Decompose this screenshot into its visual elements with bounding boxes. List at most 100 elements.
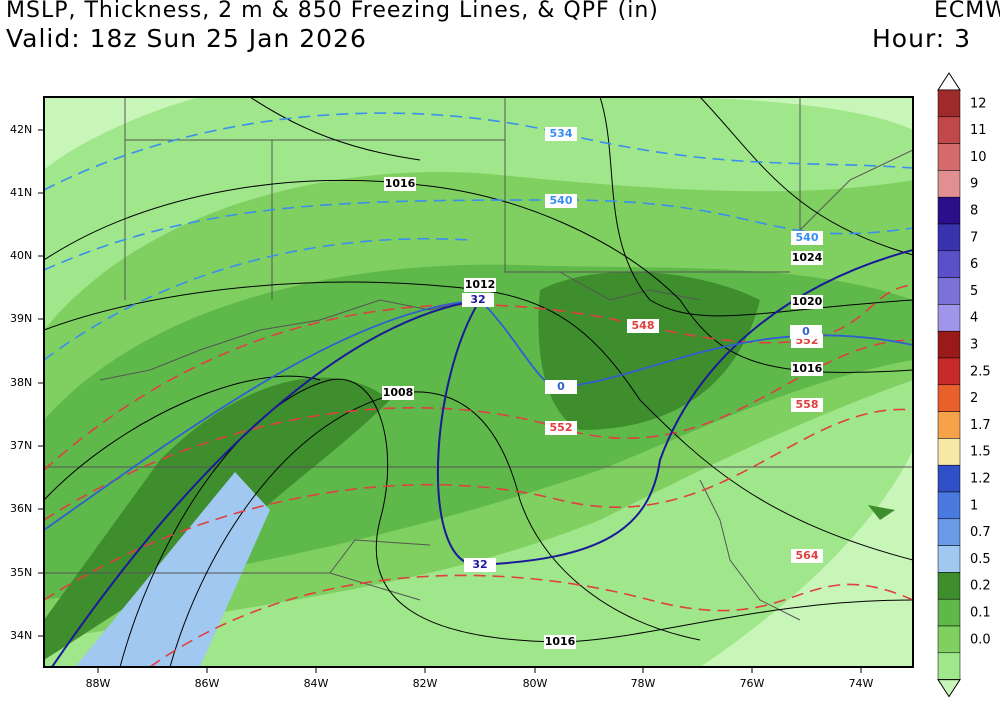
model: ECMW: [934, 0, 1000, 23]
colorbar-box: [937, 357, 961, 386]
colorbar: 12 11 10 9 8 7 6 5 4 3 2.5 2 1.7 1.5 1.2 1 0.7 0.5 0.2 0.1 0…: [937, 72, 991, 698]
colorbar-box: [937, 572, 961, 600]
lat-label: 37N: [10, 439, 32, 452]
lat-label: 38N: [10, 376, 32, 389]
colorbar-box: [937, 196, 961, 225]
lat-label: 36N: [10, 502, 32, 515]
colorbar-label: 0.2: [970, 579, 991, 594]
valid-time: Valid: 18z Sun 25 Jan 2026: [6, 24, 367, 53]
label-box: [545, 421, 577, 435]
label-box: [544, 635, 576, 649]
colorbar-box: [937, 330, 961, 359]
contour-label: 552: [550, 421, 573, 434]
colorbar-label: 8: [970, 204, 978, 219]
freezing-850: [44, 299, 913, 531]
colorbar-box: [937, 438, 961, 466]
qpf-blue: [75, 472, 270, 667]
colorbar-label: 1.2: [970, 472, 991, 487]
freezing-2m: [51, 249, 913, 667]
contour-label: 534: [550, 127, 573, 140]
contour-label: 540: [796, 231, 819, 244]
title: MSLP, Thickness, 2 m & 850 Freezing Line…: [6, 0, 659, 23]
lat-label: 41N: [10, 186, 32, 199]
axes: 42N 41N 40N 39N 38N 37N 36N 35N 34N 88W 86W 84W 82W 8…: [10, 123, 874, 690]
colorbar-box: [937, 518, 961, 546]
lat-label: 39N: [10, 312, 32, 325]
qpf-heavy: [44, 271, 895, 660]
label-box: [791, 362, 823, 376]
colorbar-box: [937, 598, 961, 627]
contour-label: 1016: [545, 635, 576, 648]
colorbar-label: 3: [970, 338, 978, 353]
colorbar-cap: [937, 72, 961, 91]
lon-label: 76W: [740, 677, 765, 690]
colorbar-cap: [937, 679, 961, 698]
contour-label: 564: [796, 549, 819, 562]
colorbar-box: [937, 277, 961, 305]
colorbar-label: 2.5: [970, 364, 991, 379]
colorbar-box: [937, 625, 961, 654]
lat-label: 40N: [10, 249, 32, 262]
label-box: [464, 558, 496, 572]
colorbar-box: [937, 411, 961, 439]
map-frame: [43, 96, 914, 668]
contour-label: 1008: [383, 386, 414, 399]
label-box: [462, 293, 494, 307]
colorbar-label: 10: [970, 150, 987, 165]
colorbar-box: [937, 89, 961, 118]
label-box: [545, 194, 577, 208]
colorbar-box: [937, 464, 961, 493]
qpf-lightest: [44, 97, 913, 667]
label-box: [791, 295, 823, 309]
colorbar-label: 2: [970, 391, 978, 406]
label-box: [627, 319, 659, 333]
lon-label: 78W: [631, 677, 656, 690]
colorbar-label: 6: [970, 257, 978, 272]
map-body: [44, 97, 913, 667]
label-box: [464, 278, 496, 292]
contour-label: 1024: [792, 251, 823, 264]
colorbar-label: 1.5: [970, 445, 991, 460]
label-box: [791, 398, 823, 412]
contour-label: 558: [796, 398, 819, 411]
contour-label: 0: [802, 325, 810, 338]
colorbar-box: [937, 384, 961, 412]
contour-label: 540: [550, 194, 573, 207]
forecast-hour: Hour: 3: [872, 24, 971, 53]
label-box: [382, 386, 414, 400]
contour-label: 32: [472, 558, 487, 571]
lon-label: 80W: [523, 677, 548, 690]
label-box: [791, 549, 823, 563]
lon-label: 84W: [304, 677, 329, 690]
contour-label: 548: [632, 319, 655, 332]
borders: [44, 97, 913, 621]
colorbar-label: 1.7: [970, 418, 991, 433]
contour-label: 32: [470, 293, 485, 306]
colorbar-label: 9: [970, 177, 978, 192]
colorbar-label: 5: [970, 284, 978, 299]
lon-label: 74W: [849, 677, 874, 690]
colorbar-box: [937, 250, 961, 278]
colorbar-box: [937, 491, 961, 520]
contour-label: 0: [557, 380, 565, 393]
colorbar-label: 4: [970, 311, 978, 326]
colorbar-box: [937, 143, 961, 171]
colorbar-label: 12: [970, 96, 987, 111]
contour-label: 1016: [385, 177, 416, 190]
colorbar-box: [937, 545, 961, 573]
colorbar-label: 0.1: [970, 606, 991, 621]
colorbar-label: 7: [970, 230, 978, 245]
colorbar-label: 1: [970, 498, 978, 513]
colorbar-box: [937, 304, 961, 332]
colorbar-box: [937, 116, 961, 144]
lon-label: 88W: [86, 677, 111, 690]
label-box: [384, 177, 416, 191]
colorbar-label: 0.7: [970, 525, 991, 540]
lon-label: 86W: [195, 677, 220, 690]
label-box: [545, 127, 577, 141]
colorbar-box: [937, 223, 961, 252]
lon-label: 82W: [413, 677, 438, 690]
lat-label: 35N: [10, 566, 32, 579]
